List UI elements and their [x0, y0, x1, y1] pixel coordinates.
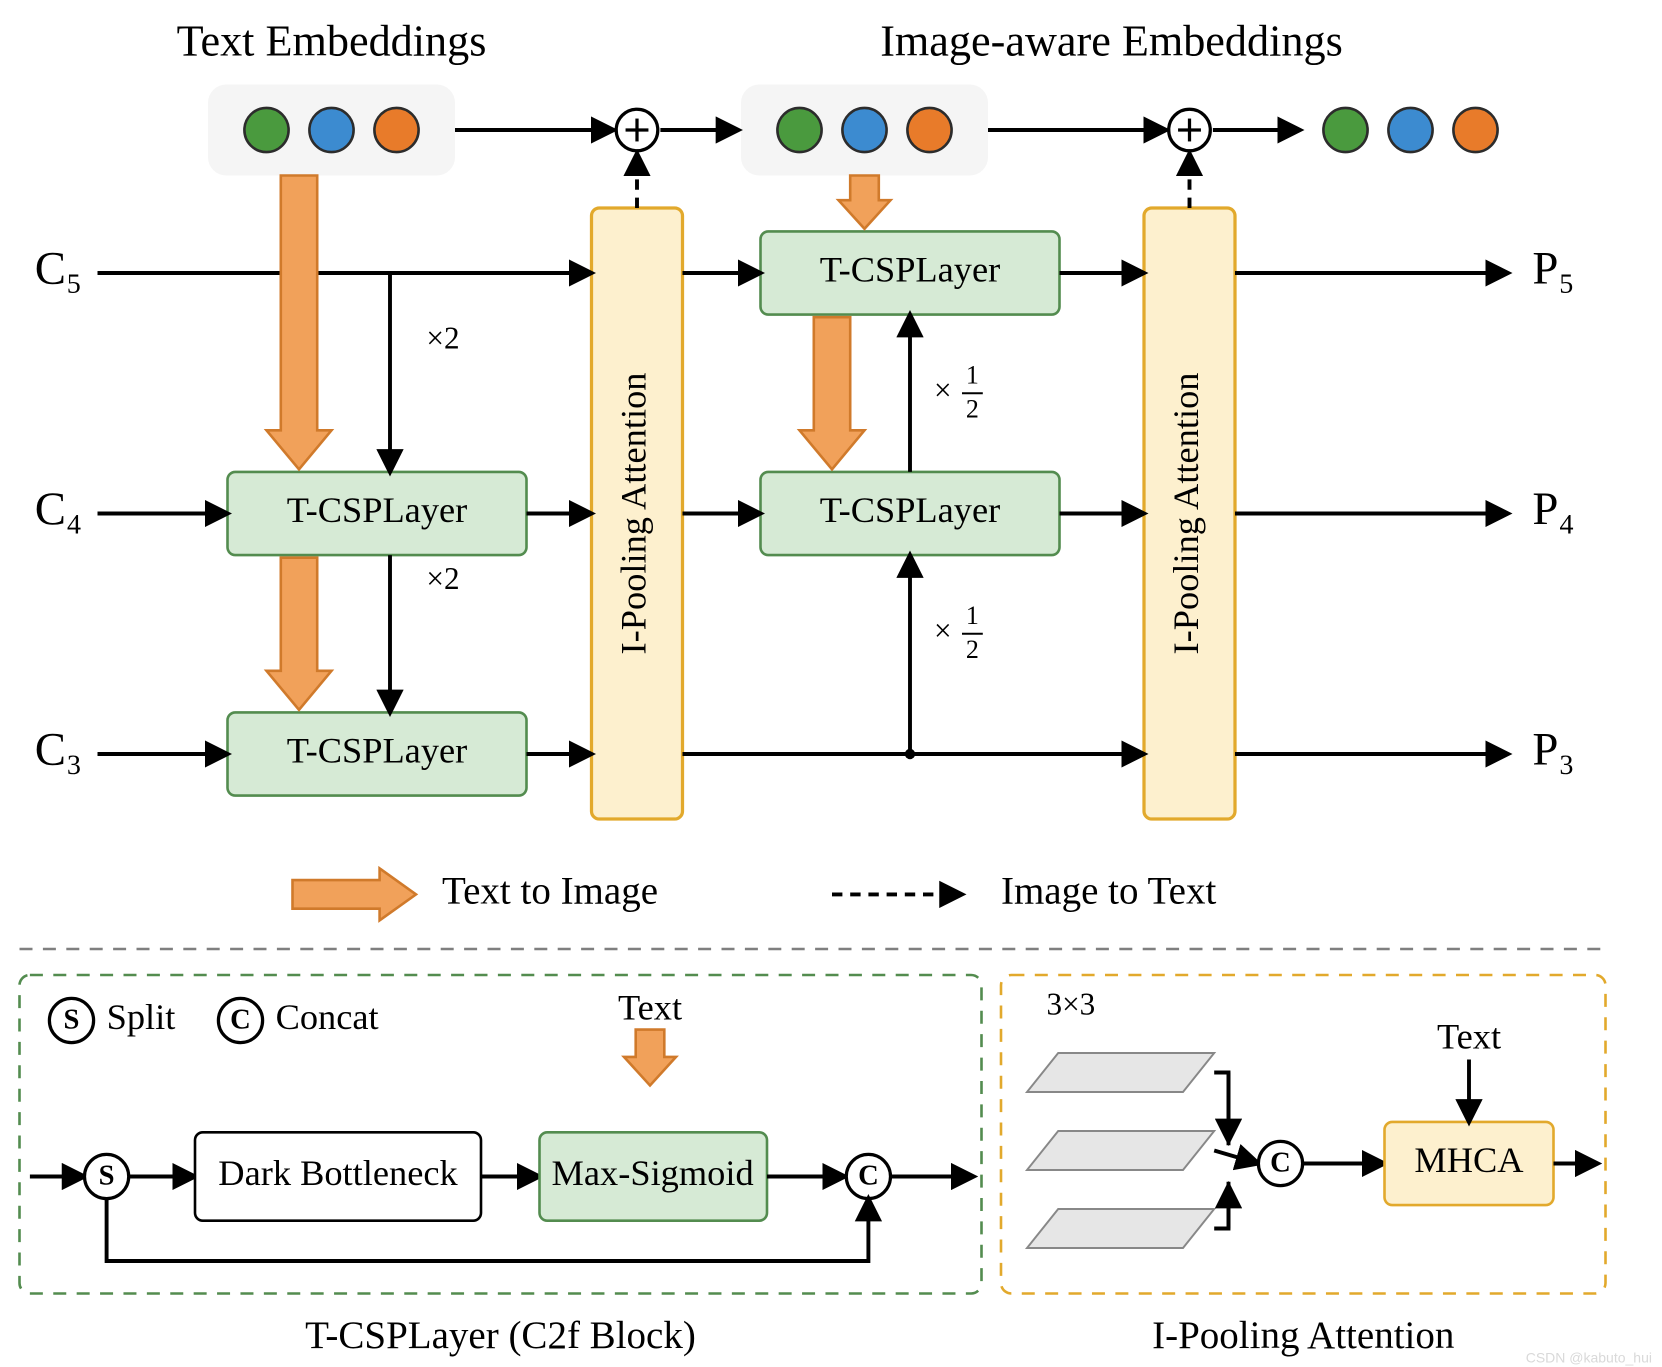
svg-text:Split: Split [107, 997, 176, 1037]
caption-tcsp: T-CSPLayer (C2f Block) [305, 1314, 696, 1357]
svg-text:C: C [230, 1004, 251, 1035]
svg-text:Dark Bottleneck: Dark Bottleneck [218, 1153, 458, 1193]
svg-text:Text: Text [618, 988, 682, 1028]
svg-text:I-Pooling Attention: I-Pooling Attention [1166, 373, 1206, 655]
svg-text:C: C [1270, 1147, 1291, 1178]
svg-text:Concat: Concat [276, 997, 379, 1037]
svg-text:×: × [934, 613, 952, 648]
svg-text:S: S [99, 1160, 115, 1191]
svg-text:1: 1 [966, 601, 979, 630]
svg-text:×2: ×2 [426, 320, 459, 355]
legend-i2t: Image to Text [1001, 869, 1216, 912]
svg-text:S: S [64, 1004, 80, 1035]
svg-text:×: × [934, 372, 952, 407]
heading-image-emb: Image-aware Embeddings [880, 17, 1343, 66]
label-c4: C₄ [35, 483, 83, 535]
svg-text:C: C [858, 1160, 879, 1191]
svg-text:MHCA: MHCA [1414, 1140, 1523, 1180]
heading-text-emb: Text Embeddings [177, 17, 487, 66]
label-c5: C₅ [35, 243, 83, 295]
svg-text:T-CSPLayer: T-CSPLayer [820, 249, 1001, 289]
svg-text:2: 2 [966, 394, 979, 423]
legend-t2i: Text to Image [442, 869, 658, 912]
svg-text:Text: Text [1437, 1016, 1501, 1056]
svg-text:×2: ×2 [426, 561, 459, 596]
label-c3: C₃ [35, 724, 83, 776]
svg-text:I-Pooling Attention: I-Pooling Attention [613, 373, 653, 655]
svg-text:2: 2 [966, 635, 979, 664]
label-p4: P₄ [1532, 483, 1574, 535]
svg-text:1: 1 [966, 361, 979, 390]
svg-text:T-CSPLayer: T-CSPLayer [287, 730, 468, 770]
svg-text:T-CSPLayer: T-CSPLayer [287, 490, 468, 530]
label-p3: P₃ [1532, 724, 1574, 776]
svg-text:Max-Sigmoid: Max-Sigmoid [552, 1153, 754, 1193]
caption-ipool: I-Pooling Attention [1152, 1314, 1454, 1357]
label-p5: P₅ [1532, 243, 1574, 295]
svg-text:T-CSPLayer: T-CSPLayer [820, 490, 1001, 530]
watermark: CSDN @kabuto_hui [1526, 1350, 1652, 1366]
svg-text:3×3: 3×3 [1047, 987, 1096, 1022]
